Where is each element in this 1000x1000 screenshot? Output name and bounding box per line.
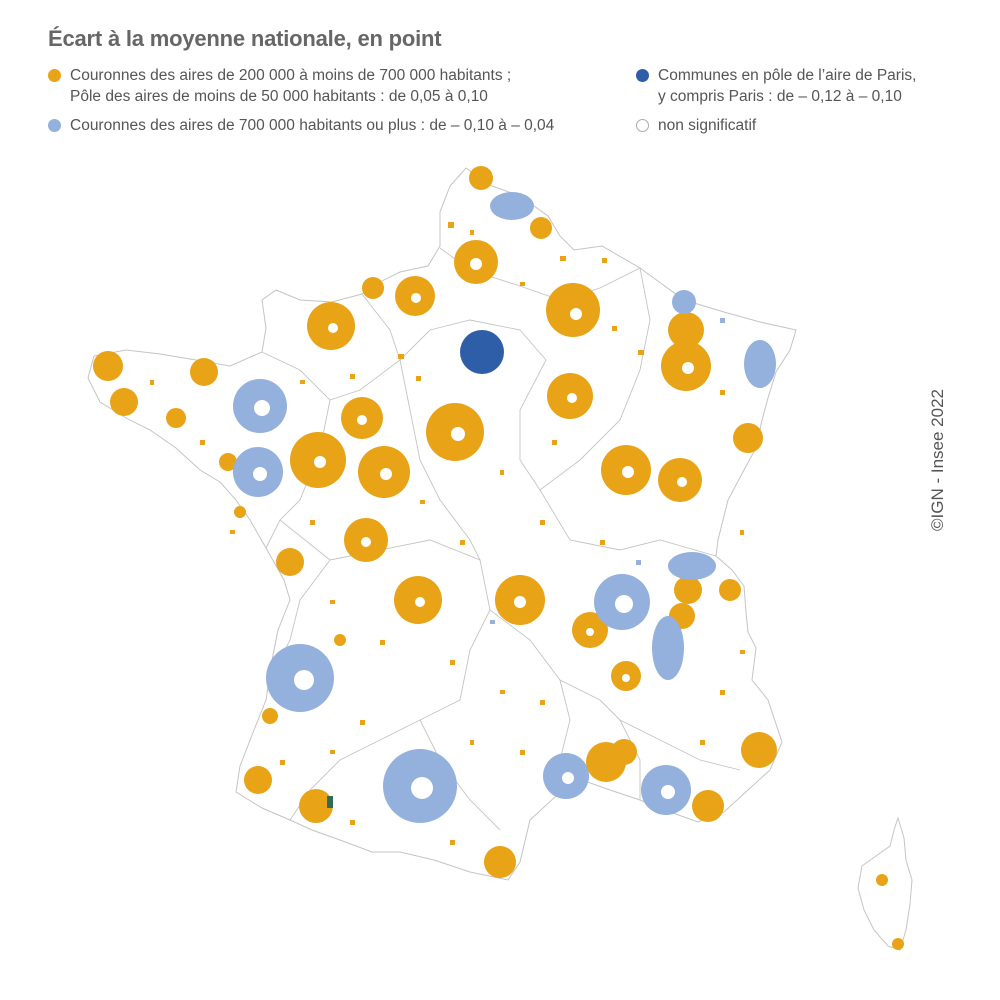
area-patch-orange	[719, 579, 741, 601]
area-patch-orange	[674, 576, 702, 604]
legend-label-line2: y compris Paris : de – 0,12 à – 0,10	[658, 88, 902, 105]
area-patch-orange	[611, 739, 637, 765]
area-patch-orange	[190, 358, 218, 386]
area-patch-orange	[244, 766, 272, 794]
area-patch-orange	[741, 732, 777, 768]
map-title: Écart à la moyenne nationale, en point	[48, 26, 442, 51]
area-patch-orange	[668, 312, 704, 348]
area-patch-paris	[460, 330, 504, 374]
legend-swatch-orange	[48, 69, 61, 82]
legend-label-line1: Couronnes des aires de 200 000 à moins d…	[70, 67, 512, 84]
area-patch-lightblue	[490, 192, 534, 220]
area-patch-orange	[262, 708, 278, 724]
legend-swatch-lightblue	[48, 119, 61, 132]
area-patch-orange	[484, 846, 516, 878]
pole-holes	[253, 258, 694, 799]
area-patch-orange	[166, 408, 186, 428]
area-patch-orange	[876, 874, 888, 886]
scattered-communes-blue	[440, 318, 725, 805]
scattered-communes	[150, 222, 745, 845]
area-patch-orange	[892, 938, 904, 950]
area-patch-orange	[334, 634, 346, 646]
area-patch-orange	[692, 790, 724, 822]
area-patch-orange	[219, 453, 237, 471]
area-patch-orange	[530, 217, 552, 239]
area-patch-lightblue	[652, 616, 684, 680]
area-patch-lightblue	[668, 552, 716, 580]
region-borders	[261, 247, 741, 831]
area-patch-lightblue	[744, 340, 776, 388]
area-patch-orange	[276, 548, 304, 576]
legend-label-line2: Pôle des aires de moins de 50 000 habita…	[70, 88, 488, 105]
legend-swatch-darkblue	[636, 69, 649, 82]
area-patch-orange	[299, 789, 333, 823]
area-patch-darkgreen	[327, 796, 333, 808]
legend-label: non significatif	[658, 117, 757, 134]
legend-item-non-significatif: non significatif	[636, 115, 756, 136]
area-patch-lightblue	[672, 290, 696, 314]
legend-label: Couronnes des aires de 700 000 habitants…	[70, 117, 555, 134]
legend-item-couronnes-grandes: Couronnes des aires de 700 000 habitants…	[48, 115, 554, 136]
legend-item-couronnes-moyennes: Couronnes des aires de 200 000 à moins d…	[48, 65, 511, 107]
area-patch-orange	[234, 506, 246, 518]
mainland-france-outline	[87, 167, 797, 881]
area-patch-orange	[733, 423, 763, 453]
area-patch-orange	[469, 166, 493, 190]
area-patch-orange	[362, 277, 384, 299]
legend-swatch-white	[636, 119, 649, 132]
legend-label-line1: Communes en pôle de l’aire de Paris,	[658, 67, 917, 84]
area-patches	[93, 166, 904, 950]
legend-item-paris-pole: Communes en pôle de l’aire de Paris, y c…	[636, 65, 916, 107]
area-patch-orange	[110, 388, 138, 416]
area-patch-orange	[93, 351, 123, 381]
